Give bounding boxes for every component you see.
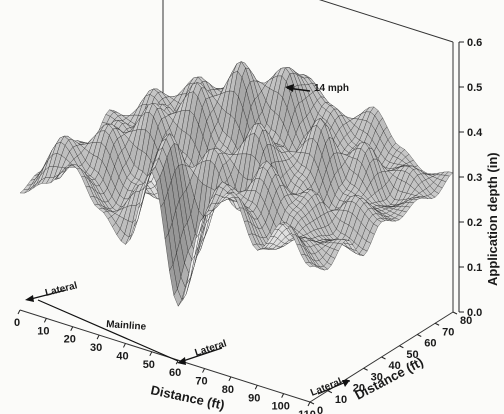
x-tick-mark [70, 326, 74, 331]
x-tick-label: 10 [37, 325, 49, 337]
lateral-left-annotation: Lateral [25, 280, 79, 302]
x-tick-mark [17, 309, 21, 315]
x-tick-mark [281, 393, 285, 398]
z-tick-label: 0.6 [467, 37, 482, 49]
x-tick-label: 0 [14, 317, 20, 329]
y-tick-label: 80 [460, 315, 472, 327]
lateral-left-arrow-icon [25, 295, 34, 302]
x-tick-label: 60 [169, 367, 181, 379]
x-tick-label: 90 [248, 392, 260, 404]
x-tick-label: 30 [90, 342, 102, 354]
x-tick-label: 70 [195, 376, 207, 388]
y-tick-label: 0 [317, 405, 323, 414]
box-edge [19, 309, 311, 403]
x-tick-mark [43, 318, 47, 323]
lateral-left-arrow-shaft [26, 289, 67, 301]
surface-mesh [19, 61, 454, 307]
y-tick-mark [381, 356, 386, 360]
lateral-left-label: Lateral [44, 280, 79, 299]
x-tick-mark [254, 385, 258, 390]
y-tick-mark [434, 322, 440, 326]
wind-annotation: 14 mph [285, 83, 349, 94]
x-tick-mark [96, 334, 100, 340]
x-tick-mark [307, 401, 311, 407]
lateral-right-arrow-icon [177, 357, 186, 365]
surface-cell [305, 262, 314, 268]
z-axis-title: Application depth (in) [485, 152, 500, 286]
y-tick-label: 30 [371, 371, 383, 383]
x-tick-label: 20 [64, 334, 76, 346]
x-tick-label: 40 [116, 350, 128, 362]
x-tick-label: 50 [143, 359, 155, 371]
y-tick-mark [363, 367, 368, 371]
y-tick-mark [327, 390, 333, 394]
x-tick-mark [149, 351, 153, 357]
x-axis-ticks: 0 10 20 30 40 50 60 70 80 90 100 110 [14, 309, 316, 414]
z-tick-label: 0.3 [467, 172, 482, 184]
box-edge [318, 0, 454, 43]
y-tick-label: 20 [353, 383, 365, 395]
x-tick-mark [228, 376, 232, 382]
lateral-front-arrow-icon [342, 380, 350, 387]
y-tick-mark [452, 311, 458, 315]
mainline-annotation: Mainline [37, 299, 179, 362]
y-axis-ticks: 0 10 20 30 40 50 60 70 80 [309, 311, 472, 414]
y-tick-mark [399, 345, 404, 349]
y-tick-label: 50 [406, 349, 418, 361]
y-tick-label: 10 [335, 394, 347, 406]
x-tick-label: 100 [271, 401, 289, 413]
z-tick-label: 0.2 [467, 217, 482, 229]
z-tick-label: 0.0 [467, 307, 482, 319]
z-tick-label: 0.4 [467, 127, 483, 139]
y-tick-mark [309, 401, 315, 405]
lateral-right-arrow-shaft [179, 347, 223, 363]
lateral-right-annotation: Lateral [177, 338, 228, 365]
lateral-right-label: Lateral [194, 338, 229, 359]
mainline-label: Mainline [106, 319, 147, 333]
wind-speed-label: 14 mph [314, 83, 349, 94]
wind-arrow-icon [285, 84, 294, 92]
x-tick-label: 110 [298, 409, 316, 414]
z-axis-ticks: 0.0 0.1 0.2 0.3 0.4 0.5 0.6 [458, 37, 483, 319]
y-tick-label: 60 [424, 338, 436, 350]
x-tick-label: 80 [222, 384, 234, 396]
x-tick-mark [202, 368, 205, 373]
mainline-line [37, 299, 179, 362]
lateral-front-arrow-shaft [317, 381, 347, 395]
y-tick-label: 70 [442, 326, 454, 338]
z-tick-label: 0.1 [467, 262, 482, 274]
x-axis-title: Distance (ft) [149, 382, 226, 412]
y-tick-label: 40 [389, 360, 401, 372]
y-tick-mark [417, 334, 422, 337]
x-tick-mark [123, 343, 126, 348]
z-tick-label: 0.5 [467, 82, 482, 94]
